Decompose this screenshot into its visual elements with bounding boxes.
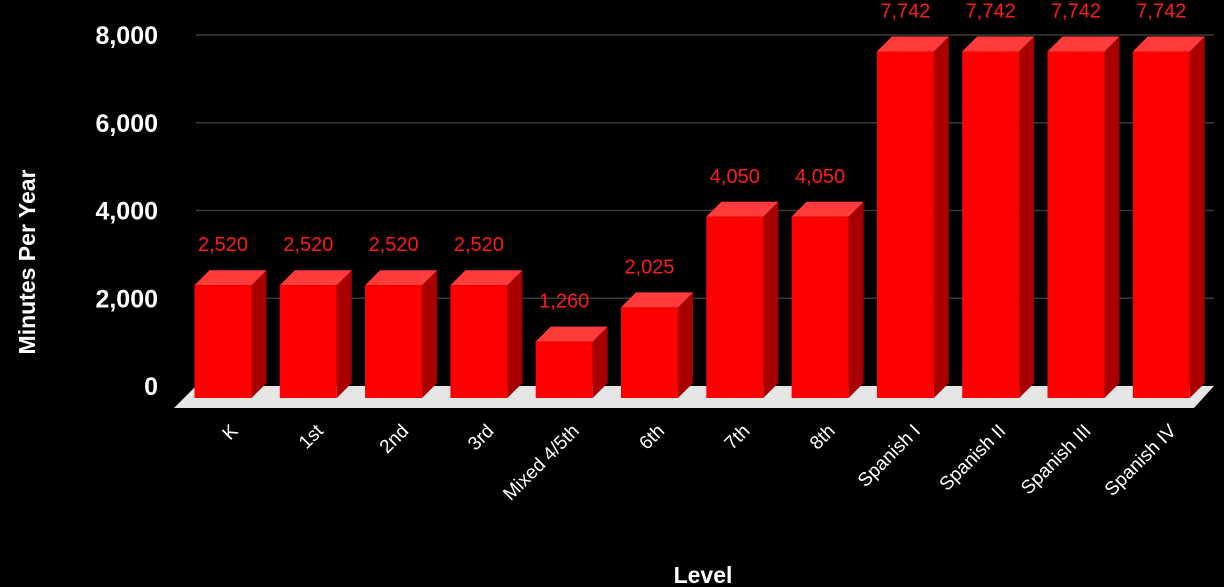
y-tick-label: 6,000 (95, 110, 158, 138)
bar (621, 292, 693, 398)
bar-side (251, 270, 267, 398)
floor-plane (174, 386, 1214, 408)
bar-top (194, 270, 267, 286)
data-label: 7,742 (1051, 1, 1101, 23)
bar-side (1104, 36, 1120, 398)
bar (1132, 36, 1205, 398)
bar-top (535, 326, 608, 342)
x-tick-label: Mixed 4/5th (499, 421, 583, 505)
bar-side (507, 270, 523, 398)
bar-front (194, 285, 252, 398)
bar-top (706, 201, 779, 217)
bar-front (876, 51, 934, 398)
bar-side (336, 270, 352, 398)
data-label: 7,742 (966, 1, 1016, 23)
y-tick-label: 2,000 (95, 285, 158, 313)
x-tick-label: 1st (295, 420, 328, 453)
y-tick-label: 4,000 (95, 198, 158, 226)
gridlines (196, 34, 1214, 299)
x-tick-label: 7th (721, 421, 755, 455)
bar-top (450, 270, 523, 286)
bar (194, 270, 267, 398)
x-tick-label: Spanish III (1017, 421, 1095, 499)
x-tick-label: 2nd (376, 421, 413, 458)
data-label: 2,520 (454, 234, 504, 256)
bar (791, 201, 864, 398)
bar-side (933, 36, 949, 398)
bar (706, 201, 779, 398)
bar-front (706, 216, 764, 398)
x-tick-label: 3rd (464, 421, 498, 455)
bar-top (791, 201, 864, 217)
data-label: 2,025 (624, 256, 674, 278)
data-label: 4,050 (795, 166, 845, 188)
bar (450, 270, 523, 398)
bar-front (450, 285, 508, 398)
bar (876, 36, 949, 398)
data-label: 2,520 (198, 234, 248, 256)
bar-top (279, 270, 352, 286)
bar-side (422, 270, 438, 398)
x-tick-label: 6th (636, 421, 670, 455)
bar-front (279, 285, 337, 398)
y-tick-label: 0 (144, 373, 158, 401)
bar-side (763, 201, 779, 398)
bar-front (621, 307, 678, 398)
bar-top (1132, 36, 1205, 52)
bar (279, 270, 352, 398)
chart-floor (174, 386, 1214, 408)
x-tick-label: Spanish II (936, 421, 1011, 496)
bar-front (1132, 51, 1190, 398)
bar-top (365, 270, 438, 286)
x-tick-label: Spanish I (854, 421, 925, 492)
bar-top (1047, 36, 1120, 52)
x-axis-title: Level (674, 562, 733, 587)
bar-front (365, 285, 423, 398)
bar-front (1047, 51, 1105, 398)
bar (365, 270, 438, 398)
bar-top (621, 292, 693, 308)
bar (962, 36, 1035, 398)
data-label: 7,742 (1136, 1, 1186, 23)
bar-side (1189, 36, 1205, 398)
bar-front (791, 216, 849, 398)
x-tick-label: Spanish IV (1101, 420, 1181, 500)
bar-side (592, 326, 608, 398)
data-labels: 2,520 2,520 2,520 2,520 1,260 2,025 4,050 4,050… (198, 1, 1186, 313)
bars (194, 36, 1205, 398)
y-tick-label: 8,000 (95, 22, 158, 50)
bar-front (535, 341, 593, 398)
bar (1047, 36, 1120, 398)
bar (535, 326, 608, 398)
bar-side (848, 201, 864, 398)
x-tick-label: K (219, 420, 243, 444)
bar-top (962, 36, 1035, 52)
bar-top (876, 36, 949, 52)
y-axis-title: Minutes Per Year (14, 169, 40, 354)
data-label: 7,742 (880, 1, 930, 23)
data-label: 2,520 (369, 234, 419, 256)
x-tick-label: 8th (806, 421, 840, 455)
bar-front (962, 51, 1020, 398)
bar-side (678, 292, 693, 398)
bar-side (1019, 36, 1035, 398)
data-label: 4,050 (710, 166, 760, 188)
y-axis-ticks: 0 2,000 4,000 6,000 8,000 (95, 22, 158, 401)
data-label: 2,520 (283, 234, 333, 256)
data-label: 1,260 (539, 291, 589, 313)
